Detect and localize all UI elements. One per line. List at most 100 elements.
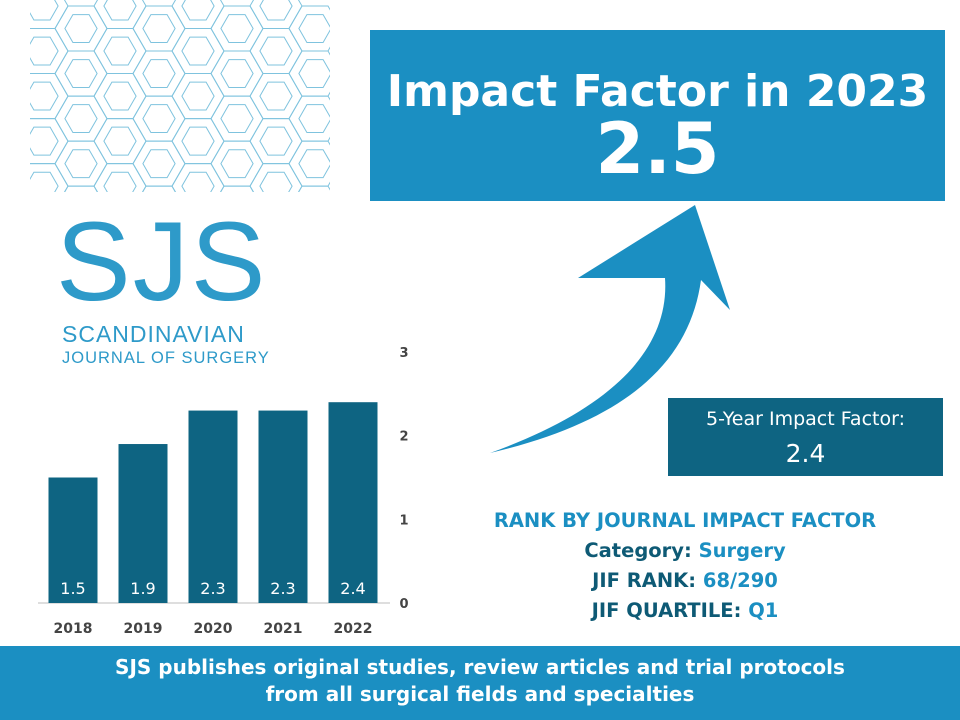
pattern-hexagon-51 [64,149,98,179]
pattern-hexagon-73 [181,171,215,192]
pattern-hexagon-12 [249,0,303,29]
pattern-hexagon-25 [181,36,215,66]
pattern-hexagon-43 [220,104,254,133]
footer-banner: SJS publishes original studies, review a… [0,646,960,720]
bar-2018 [48,477,98,603]
pattern-hexagon-45 [259,81,293,111]
bar-2019 [118,444,168,603]
pattern-hexagon-31 [298,59,330,88]
pattern-hexagon-69 [103,171,137,192]
pattern-hexagon-62 [288,140,330,187]
pattern-hexagon-78 [298,185,330,192]
y-tick-2: 2 [399,430,408,445]
bar-data-label-2021: 2.3 [270,579,295,598]
jif-rank-line: JIF RANK: 68/290 [440,566,930,596]
pattern-hexagon-7 [142,14,176,43]
pattern-hexagon-39 [142,104,176,133]
bar-2020 [188,410,238,603]
pattern-hexagon-30 [288,50,330,97]
pattern-hexagon-64 [30,163,69,192]
pattern-hexagon-20 [93,28,147,74]
pattern-hexagon-38 [132,95,186,142]
pattern-hexagon-24 [171,28,225,74]
pattern-hexagon-53 [103,126,137,156]
pattern-hexagon-21 [103,36,137,66]
bar-2021 [258,410,308,603]
pattern-hexagon-32 [30,73,69,120]
pattern-hexagon-59 [220,149,254,179]
bar-data-label-2018: 1.5 [60,579,85,598]
pattern-hexagon-16 [30,28,69,74]
impact-factor-bar-chart: 1.5 2018 1.9 2019 2.3 2020 2.3 2021 2.4 2022 0 1 2 3 [38,346,409,637]
pattern-hexagon-55 [142,149,176,179]
pattern-hexagon-72 [171,163,225,192]
pattern-hexagon-33 [30,81,59,111]
pattern-hexagon-65 [30,171,59,192]
pattern-hexagon-41 [181,81,215,111]
pattern-hexagon-49 [30,126,59,156]
rank-block: RANK BY JOURNAL IMPACT FACTOR Category: … [440,506,930,626]
pattern-hexagon-77 [259,171,293,192]
pattern-hexagon-22 [132,50,186,97]
pattern-hexagon-44 [249,73,303,120]
jif-rank-key: JIF RANK: [592,569,697,592]
impact-factor-title: Impact Factor in 2023 [386,66,929,117]
jif-quartile-line: JIF QUARTILE: Q1 [440,596,930,626]
jif-quartile-key: JIF QUARTILE: [591,599,742,622]
pattern-hexagon-66 [64,185,98,192]
pattern-hexagon-52 [93,118,147,165]
category-line: Category: Surgery [440,536,930,566]
y-tick-0: 0 [399,597,408,612]
bar-2022 [328,402,378,603]
pattern-hexagon-19 [64,59,98,88]
impact-factor-value: 2.5 [595,108,720,190]
pattern-hexagon-8 [171,0,225,29]
pattern-hexagon-56 [171,118,225,165]
x-tick-2019: 2019 [124,621,163,637]
pattern-hexagon-47 [298,104,330,133]
pattern-hexagon-11 [220,14,254,43]
pattern-hexagon-17 [30,36,59,66]
bar-data-label-2020: 2.3 [200,579,225,598]
pattern-hexagon-68 [93,163,147,192]
impact-factor-banner: Impact Factor in 2023 2.5 [370,30,945,201]
logo-line-1: SCANDINAVIAN [62,321,245,347]
pattern-hexagon-9 [181,0,215,21]
bar-data-label-2022: 2.4 [340,579,365,598]
curved-up-arrow-icon [490,205,730,453]
pattern-hexagon-70 [142,185,176,192]
y-tick-1: 1 [399,513,408,528]
pattern-hexagon-2 [54,5,108,52]
footer-line-1: SJS publishes original studies, review a… [115,655,845,679]
pattern-hexagon-26 [210,50,264,97]
x-tick-2022: 2022 [334,621,373,637]
pattern-hexagon-61 [259,126,293,156]
pattern-hexagon-74 [220,185,254,192]
pattern-hexagon-37 [103,81,137,111]
bar-data-label-2019: 1.9 [130,579,155,598]
pattern-hexagon-28 [249,28,303,74]
five-year-label: 5-Year Impact Factor: [706,408,905,430]
pattern-hexagon-13 [259,0,293,21]
pattern-hexagon-46 [288,95,330,142]
x-tick-2018: 2018 [54,621,93,637]
five-year-value: 2.4 [785,439,826,468]
category-value: Surgery [698,539,786,562]
pattern-hexagon-58 [210,140,264,187]
pattern-hexagon-15 [298,14,330,43]
pattern-hexagon-3 [64,14,98,43]
pattern-hexagon-4 [93,0,147,29]
pattern-hexagon-54 [132,140,186,187]
category-key: Category: [584,539,692,562]
five-year-impact-box: 5-Year Impact Factor: 2.4 [668,398,943,476]
footer-line-2: from all surgical fields and specialties [265,682,695,706]
pattern-hexagon-34 [54,95,108,142]
pattern-hexagon-14 [288,5,330,52]
logo-acronym: SJS [56,199,268,324]
hexagon-pattern [30,0,330,192]
pattern-hexagon-35 [64,104,98,133]
pattern-hexagon-76 [249,163,303,192]
pattern-hexagon-10 [210,5,264,52]
pattern-hexagon-42 [210,95,264,142]
y-tick-3: 3 [399,346,408,361]
